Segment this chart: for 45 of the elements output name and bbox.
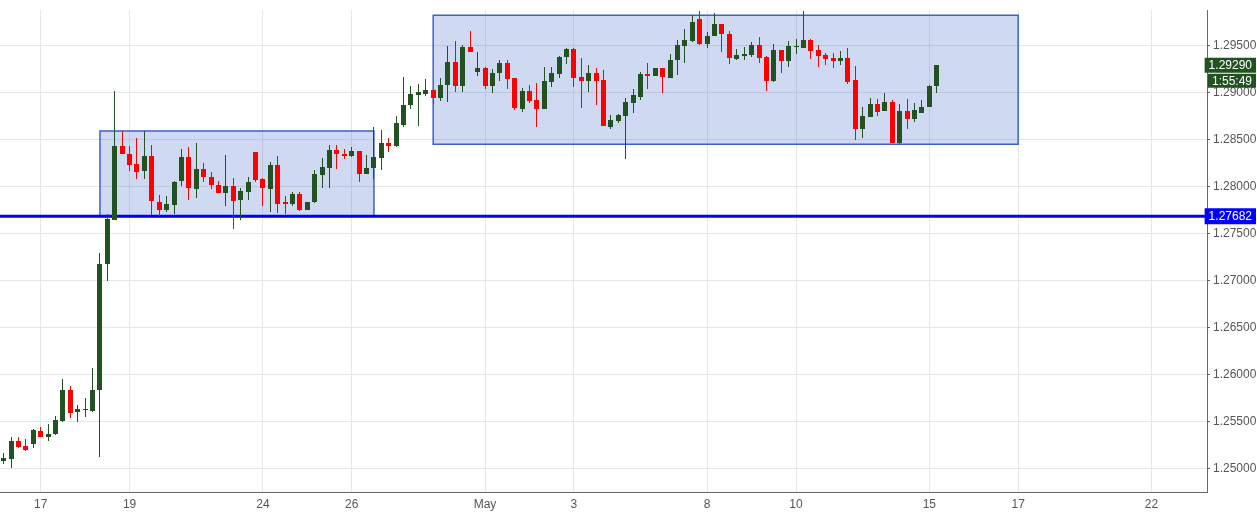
- candlestick: [794, 39, 799, 54]
- candlestick: [83, 398, 88, 417]
- y-tick-label: 1.29500: [1213, 37, 1257, 52]
- candlestick: [742, 47, 747, 60]
- y-tick-label: 1.27500: [1213, 225, 1257, 240]
- x-tick-label: 3: [570, 496, 578, 511]
- x-tick-label: 17: [1011, 496, 1026, 511]
- candlestick: [594, 68, 599, 105]
- y-tick-label: 1.28000: [1213, 178, 1257, 193]
- y-tick-label: 1.28500: [1213, 131, 1257, 146]
- x-tick-label: 17: [34, 496, 48, 511]
- candlestick: [579, 58, 584, 108]
- candlestick: [682, 29, 687, 63]
- candlestick: [223, 155, 228, 206]
- y-tick-label: 1.26000: [1213, 366, 1257, 381]
- candlestick: [342, 149, 347, 159]
- candlestick: [416, 84, 421, 126]
- candlestick: [831, 53, 836, 68]
- x-tick-label: 8: [703, 496, 711, 511]
- y-tick-label: 1.26500: [1213, 319, 1257, 334]
- x-tick-label: 22: [1144, 496, 1159, 511]
- candlestick: [475, 52, 480, 76]
- candlestick: [75, 405, 80, 422]
- text: 1:55:49: [1211, 73, 1253, 88]
- candlestick: [371, 127, 376, 179]
- x-tick-label: 19: [122, 496, 137, 511]
- y-tick-label: 1.25500: [1213, 413, 1257, 428]
- candlestick: [386, 138, 391, 152]
- x-tick-label: 10: [789, 496, 804, 511]
- x-tick-label: 24: [256, 496, 270, 511]
- x-tick-label: May: [473, 496, 497, 511]
- x-tick-label: 26: [345, 496, 359, 511]
- candlestick: [283, 196, 288, 214]
- candlestick: [801, 11, 806, 48]
- candlestick: [838, 51, 843, 65]
- ref-line-label: 1.27682: [1208, 209, 1253, 224]
- candlestick: [134, 138, 139, 179]
- y-tick-label: 1.27000: [1213, 272, 1257, 287]
- y-tick-label: 1.25000: [1213, 460, 1257, 475]
- text: 1.29290: [1208, 58, 1253, 73]
- x-tick-label: 15: [922, 496, 937, 511]
- candlestick: [46, 424, 51, 441]
- candlestick: [534, 83, 539, 127]
- candlestick: [334, 145, 339, 169]
- candlestick: [645, 63, 650, 89]
